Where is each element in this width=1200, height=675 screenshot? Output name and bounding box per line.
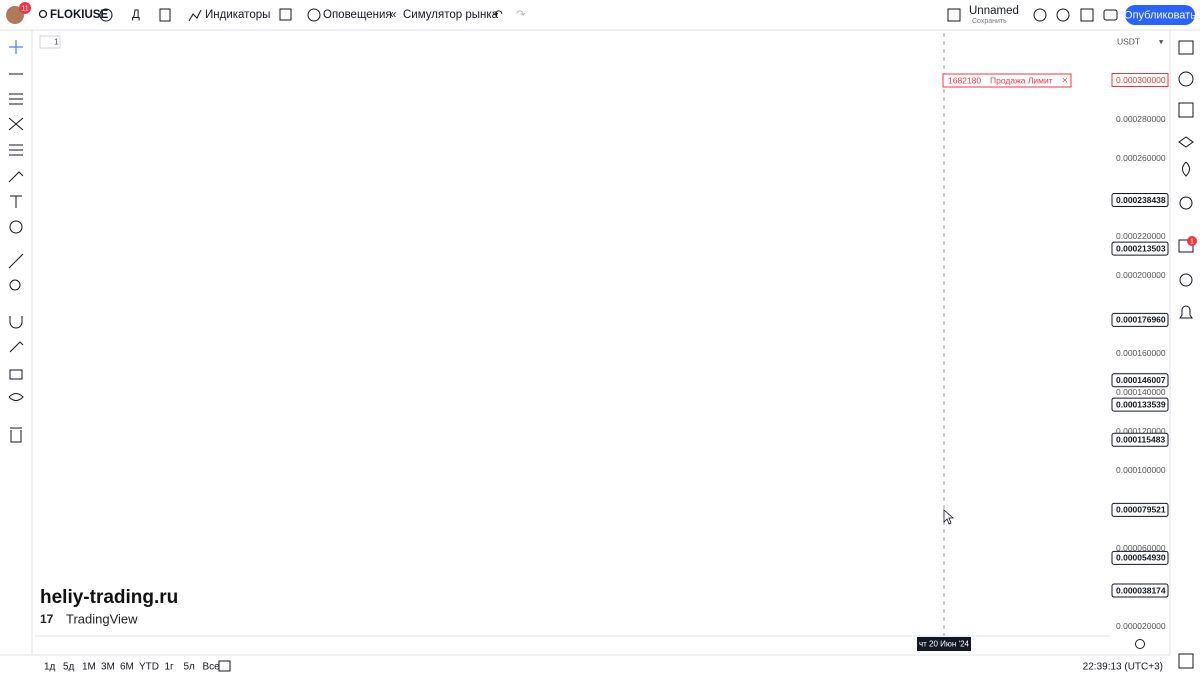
price-label: 0.000020000 — [1116, 621, 1166, 631]
goto-date[interactable] — [218, 660, 231, 672]
price-label: 0.000300000 — [1116, 75, 1166, 85]
undo[interactable]: ↶ — [493, 9, 503, 21]
range-button[interactable]: 3М — [101, 662, 115, 673]
replay[interactable]: Симулятор рынка — [403, 9, 499, 21]
range-bar: 1д 5д 1М 3М 6М YTD 1г 5л Все — [44, 662, 220, 673]
top-bar — [0, 0, 1200, 30]
drawing-tools[interactable] — [8, 40, 24, 443]
price-label-box — [1111, 193, 1169, 208]
price-label-box — [1111, 312, 1169, 327]
badge-text: 11 — [21, 5, 28, 12]
range-button[interactable]: 6М — [120, 662, 134, 673]
alerts[interactable]: Оповещения — [323, 9, 392, 21]
price-label: 0.000260000 — [1116, 153, 1166, 163]
price-label: 0.000238438 — [1116, 195, 1166, 205]
crosshair-date-box — [917, 637, 971, 651]
pane-badge[interactable]: 1 — [54, 36, 59, 46]
price-label: 0.000120000 — [1116, 426, 1166, 436]
order-side: Продажа Лимит — [990, 75, 1053, 85]
clock: 22:39:13 (UTC+3) — [1083, 662, 1163, 673]
price-label-box — [1111, 373, 1169, 388]
badge — [19, 2, 31, 14]
sidebar-badge: 1 — [1190, 238, 1194, 245]
price-label-box — [1111, 241, 1169, 256]
sidebar-icons[interactable] — [1178, 40, 1194, 669]
range-button[interactable]: 1г — [165, 662, 175, 673]
layout-status: Сохранить — [972, 18, 1007, 25]
price-label-box — [1111, 502, 1169, 517]
indicators[interactable]: Индикаторы — [205, 9, 270, 21]
publish-button[interactable] — [1125, 5, 1195, 25]
layout-name[interactable]: Unnamed — [969, 5, 1019, 17]
axis-settings[interactable] — [1135, 639, 1145, 649]
price-label: 0.000220000 — [1116, 231, 1166, 241]
range-button[interactable]: YTD — [139, 662, 159, 673]
pane-badge-box[interactable] — [39, 35, 61, 49]
publish-label[interactable]: Опубликовать — [1124, 9, 1196, 21]
price-axis: 0.000300000 0.000280000 0.000260000 0.00023… — [1111, 73, 1169, 631]
price-label-box — [1111, 550, 1169, 565]
price-label: 0.000115483 — [1116, 435, 1165, 445]
logo-mark: 17 — [40, 612, 54, 626]
price-label-box — [1111, 73, 1169, 87]
replay-icon: « — [390, 9, 396, 21]
order-box[interactable] — [942, 73, 1072, 88]
redo[interactable]: ↷ — [516, 9, 526, 21]
price-label: 0.000160000 — [1116, 348, 1166, 358]
price-label: 0.000100000 — [1116, 465, 1166, 475]
cursor — [943, 509, 955, 525]
layout-icon[interactable] — [947, 8, 961, 22]
price-label-box — [1111, 432, 1169, 447]
price-label: 0.000038174 — [1116, 585, 1166, 595]
price-label: 0.000200000 — [1116, 270, 1166, 280]
currency[interactable]: USDT — [1117, 36, 1140, 46]
avatar[interactable] — [6, 6, 24, 24]
watermark: heliy-trading.ru — [40, 587, 178, 608]
templates[interactable] — [279, 8, 292, 21]
price-label: 0.000280000 — [1116, 114, 1166, 124]
price-label: 0.000079521 — [1116, 505, 1166, 515]
price-label: 0.000140000 — [1116, 387, 1166, 397]
logo: TradingView — [66, 611, 138, 626]
price-label: 0.000213503 — [1116, 243, 1166, 253]
range-button[interactable]: 1М — [82, 662, 96, 673]
price-label: 0.000054930 — [1116, 553, 1166, 563]
range-button[interactable]: 5д — [63, 662, 75, 673]
price-label: 0.000146007 — [1116, 375, 1166, 385]
crosshair-date: чт 20 Июн '24 — [919, 640, 970, 649]
price-label-box — [1111, 583, 1169, 598]
price-label-box — [1111, 397, 1169, 412]
range-button[interactable]: 5л — [184, 662, 196, 673]
range-button[interactable]: 1д — [44, 662, 56, 673]
symbol[interactable]: FLOKIUSE — [50, 9, 108, 21]
price-label: 0.000060000 — [1116, 543, 1166, 553]
price-label: 0.000133539 — [1116, 399, 1166, 409]
range-button[interactable]: Все — [203, 662, 221, 673]
add-symbol[interactable] — [99, 8, 113, 22]
order-quantity: 1682180 — [948, 75, 981, 85]
order-close[interactable]: × — [1062, 76, 1068, 87]
interval[interactable]: Д — [132, 9, 140, 21]
price-label: 0.000176960 — [1116, 315, 1166, 325]
currency-arrow: ▾ — [1159, 36, 1164, 46]
chart-type[interactable] — [159, 8, 171, 22]
